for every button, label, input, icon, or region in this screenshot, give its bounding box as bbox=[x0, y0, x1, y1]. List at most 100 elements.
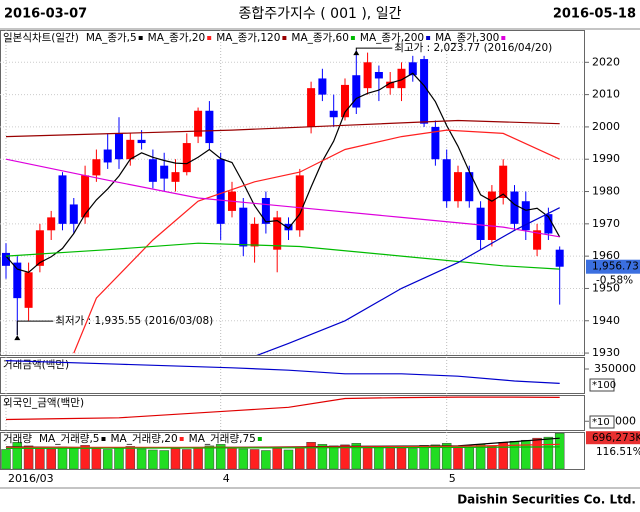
x-tick-label: 2016/03 bbox=[8, 472, 54, 485]
annotation-arrow bbox=[353, 50, 360, 56]
volume-bar bbox=[340, 444, 350, 469]
candle-body bbox=[194, 110, 203, 137]
annotation: 최고가 : 2,023.77 (2016/04/20) bbox=[394, 42, 552, 54]
legend-swatch bbox=[350, 36, 355, 40]
legend-label: MA_거래량,75 bbox=[189, 433, 256, 445]
ma-line bbox=[256, 207, 560, 355]
volume-bar bbox=[543, 436, 554, 469]
candle-body bbox=[69, 204, 78, 224]
volume-bar bbox=[249, 449, 260, 469]
y-tick-label: 1950 bbox=[592, 281, 620, 294]
volume-bar bbox=[238, 448, 249, 469]
panel-frame bbox=[0, 432, 585, 470]
ma-line bbox=[5, 242, 560, 270]
volume-bar bbox=[306, 442, 316, 469]
volume-bar bbox=[125, 446, 136, 469]
candle-body bbox=[408, 62, 417, 76]
volume-value: 696,273K bbox=[592, 432, 640, 444]
candle-body bbox=[544, 214, 553, 234]
candle-body bbox=[521, 201, 530, 231]
legend-label: MA_종가,120 bbox=[216, 32, 280, 44]
volume-bar bbox=[498, 442, 508, 469]
candle-body bbox=[487, 191, 496, 240]
volume-bar bbox=[351, 443, 362, 469]
volume-bar bbox=[193, 447, 203, 469]
ma-line bbox=[5, 72, 561, 273]
legend-swatch bbox=[282, 36, 287, 40]
candle-body bbox=[137, 139, 146, 144]
candle-body bbox=[103, 149, 112, 163]
volume-bar bbox=[148, 449, 158, 469]
candle-body bbox=[261, 197, 270, 224]
candle-body bbox=[465, 172, 474, 202]
x-tick-label: 5 bbox=[449, 472, 456, 485]
candle-body bbox=[81, 175, 90, 218]
y-tick-label: 1960 bbox=[592, 249, 620, 262]
y-tick-label: 2020 bbox=[592, 55, 620, 68]
last-price: 1,956.73 bbox=[592, 261, 639, 273]
ma-line bbox=[73, 129, 560, 354]
candle-body bbox=[284, 223, 293, 231]
legend-title: 일본식차트(일간) bbox=[3, 31, 79, 44]
y-tick-label: 2000 bbox=[592, 120, 620, 133]
candle-body bbox=[126, 139, 135, 160]
candle-body bbox=[92, 159, 101, 176]
ma-line bbox=[5, 446, 560, 449]
candle-body bbox=[307, 88, 316, 127]
candle-body bbox=[499, 165, 508, 198]
volume-bar bbox=[261, 450, 271, 469]
candle-body bbox=[239, 207, 248, 247]
panel-frame bbox=[0, 357, 585, 394]
candle-body bbox=[476, 207, 485, 240]
volume-bar bbox=[227, 447, 237, 469]
candle-body bbox=[442, 159, 451, 202]
volume-bar bbox=[102, 449, 113, 469]
annotation-leader bbox=[16, 320, 54, 336]
y-tick-label: 2010 bbox=[592, 88, 620, 101]
candle-body bbox=[295, 175, 304, 231]
y-tick-label: 1940 bbox=[592, 314, 620, 327]
volume-bar bbox=[487, 445, 497, 469]
candle-body bbox=[397, 68, 406, 89]
candle-body bbox=[318, 78, 327, 95]
panel-frame bbox=[0, 395, 585, 431]
legend-label: MA_종가,60 bbox=[291, 32, 349, 44]
volume-bar bbox=[385, 447, 395, 469]
legend-label: MA_거래량,20 bbox=[110, 433, 177, 445]
legend-swatch bbox=[207, 36, 212, 40]
volume-bar bbox=[23, 445, 34, 469]
volume-bar bbox=[532, 437, 542, 469]
legend-title: 거래량 bbox=[3, 433, 32, 445]
volume-bar bbox=[464, 447, 475, 469]
multiplier-box bbox=[589, 378, 615, 392]
candle-body bbox=[13, 262, 22, 299]
ma-line bbox=[5, 360, 560, 384]
volume-bar bbox=[283, 449, 294, 469]
legend-swatch bbox=[138, 36, 143, 40]
volume-bar bbox=[554, 432, 565, 469]
volume-bar bbox=[453, 446, 463, 469]
volume-bar bbox=[12, 442, 23, 469]
candle-body bbox=[352, 75, 361, 108]
volume-ratio: 116.51% bbox=[596, 446, 640, 458]
candle-body bbox=[35, 230, 44, 266]
volume-bar bbox=[419, 445, 429, 469]
volume-bar bbox=[408, 448, 418, 469]
ma-line bbox=[5, 158, 560, 238]
candle-body bbox=[160, 165, 169, 179]
volume-bar bbox=[374, 446, 384, 469]
volume-bar bbox=[69, 448, 79, 469]
candle-body bbox=[216, 159, 225, 224]
candle-body bbox=[453, 172, 462, 202]
volume-bar bbox=[272, 448, 282, 469]
volume-bar bbox=[35, 447, 45, 469]
volume-bar bbox=[46, 448, 56, 469]
volume-bar bbox=[91, 447, 102, 469]
candle-body bbox=[363, 62, 372, 89]
volume-bar bbox=[204, 445, 215, 469]
candle-body bbox=[114, 133, 123, 160]
end-date: 2016-05-18 bbox=[553, 7, 636, 22]
footer: Daishin Securities Co. Ltd. bbox=[457, 493, 636, 507]
volume-bar bbox=[57, 446, 68, 469]
candle-body bbox=[420, 59, 429, 124]
